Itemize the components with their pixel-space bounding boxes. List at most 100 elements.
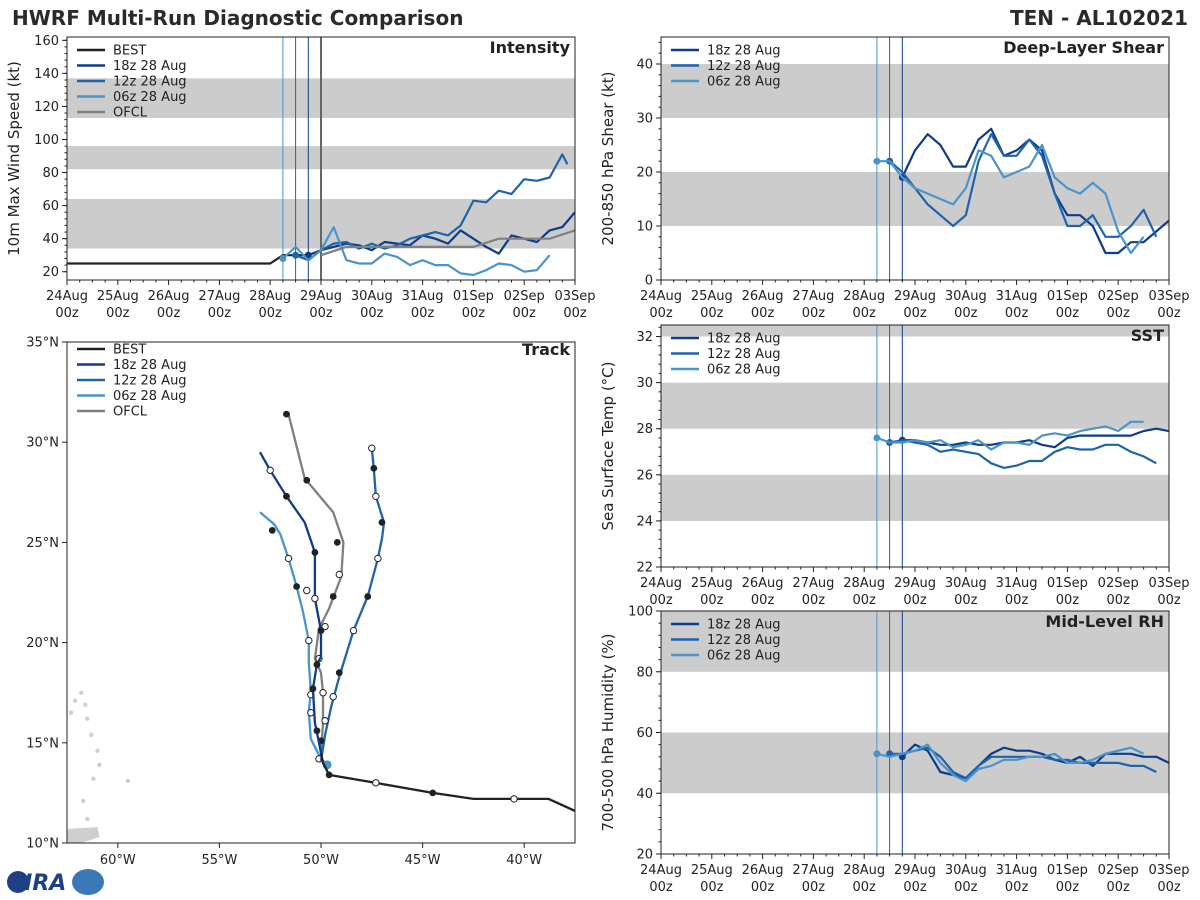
track-series-12z [319,448,386,761]
shear-xtick-label: 29Aug [894,289,936,304]
shear-xtick-sublabel: 00z [802,306,826,321]
sst-xtick-sublabel: 00z [954,593,978,608]
intensity-ylabel: 10m Max Wind Speed (kt) [5,61,23,256]
track-xtick-label: 60°W [100,853,136,868]
shear-xtick-sublabel: 00z [1056,306,1080,321]
track-marker-18z [313,727,321,735]
track-marker-12z [368,444,376,452]
intensity-xtick-sublabel: 00z [309,306,333,321]
shear-legend-label: 18z 28 Aug [707,44,781,59]
shear-xtick-label: 26Aug [742,289,784,304]
track-island [79,690,84,695]
intensity-series-best [67,254,309,265]
track-island [91,776,96,782]
track-xtick-label: 50°W [303,853,339,868]
shear-xtick-label: 27Aug [792,289,834,304]
sst-band-0 [661,474,1169,521]
track-ytick-label: 20°N [26,636,59,651]
intensity-xtick-label: 29Aug [300,289,342,304]
sst-xtick-label: 31Aug [996,576,1038,591]
intensity-xtick-label: 24Aug [46,289,88,304]
track-marker-12z [335,669,343,677]
rh-ylabel: 700-500 hPa Humidity (%) [599,633,617,831]
shear-ylabel: 200-850 hPa Shear (kt) [599,72,617,246]
sst-legend-label: 18z 28 Aug [707,332,781,347]
track-marker-06z [284,554,293,563]
sst-title: SST [1131,326,1164,345]
intensity-ytick-label: 60 [42,199,59,214]
shear-xtick-label: 01Sep [1047,289,1088,304]
rh-ytick-label: 100 [628,605,653,620]
track-marker-best [325,771,333,779]
sst-plot-area [661,325,1169,567]
sst-xtick-sublabel: 00z [751,593,775,608]
intensity-xtick-label: 31Aug [402,289,444,304]
track-island [83,702,88,707]
rh-xtick-sublabel: 00z [700,880,724,895]
track-marker-06z [305,636,313,645]
track-marker-18z [311,549,319,556]
track-marker-ofcl [329,593,337,600]
shear-legend-label: 12z 28 Aug [707,59,781,74]
rh-xtick-label: 02Sep [1098,863,1139,878]
intensity-xtick-sublabel: 00z [360,306,384,321]
logo-emblem-icon [72,869,104,895]
intensity-legend-label: 12z 28 Aug [113,75,187,90]
intensity-start-marker-12z [292,251,300,259]
shear-xtick-label: 03Sep [1148,289,1189,304]
shear-series-06z [876,143,1145,255]
intensity-xtick-sublabel: 00z [513,306,537,321]
track-marker-18z [309,685,317,693]
track-marker-12z [321,717,329,725]
intensity-xtick-sublabel: 00z [106,306,130,321]
sst-band-2 [661,325,1169,337]
intensity-ytick-label: 80 [42,166,59,181]
intensity-xtick-sublabel: 00z [462,306,486,321]
sst-xtick-sublabel: 00z [1107,593,1131,608]
shear-ytick-label: 0 [645,274,653,289]
track-island [89,732,94,737]
intensity-xtick-label: 27Aug [198,289,240,304]
track-marker-12z [364,593,372,600]
rh-xtick-label: 01Sep [1047,863,1088,878]
shear-xtick-sublabel: 00z [954,306,978,321]
rh-xtick-label: 29Aug [894,863,936,878]
rh-start-marker-06z [873,750,881,758]
intensity-series-12z [295,153,569,262]
intensity-ytick-label: 140 [34,67,59,82]
intensity-ytick-label: 20 [42,265,59,280]
intensity-xtick-sublabel: 00z [563,306,587,321]
track-legend-label: 12z 28 Aug [113,374,187,389]
track-ytick-label: 25°N [26,536,59,551]
sst-xtick-sublabel: 00z [1005,593,1029,608]
sst-series-06z [876,420,1144,451]
intensity-start-marker-06z [279,255,287,263]
intensity-legend-label: BEST [113,44,146,59]
rh-xtick-label: 26Aug [742,863,784,878]
sst-xtick-label: 03Sep [1148,576,1189,591]
rh-ytick-label: 80 [636,665,653,680]
shear-ytick-label: 40 [636,58,653,73]
track-marker-ofcl [335,570,343,579]
shear-start-marker-06z [873,157,881,165]
track-legend-label: 06z 28 Aug [113,389,187,404]
shear-legend-label: 06z 28 Aug [707,75,781,90]
track-legend-label: 18z 28 Aug [113,358,187,373]
track-xtick-label: 55°W [201,853,237,868]
sst-xtick-label: 28Aug [843,576,885,591]
track-island [85,716,90,721]
sst-start-marker-06z [873,434,881,442]
intensity-series-ofcl [320,229,575,257]
rh-xtick-sublabel: 00z [1157,880,1181,895]
rh-xtick-sublabel: 00z [649,880,673,895]
storm-id: TEN - AL102021 [1010,6,1188,30]
sst-xtick-label: 26Aug [742,576,784,591]
rh-xtick-label: 03Sep [1148,863,1189,878]
rh-legend-label: 12z 28 Aug [707,633,781,648]
track-marker-18z [317,627,325,634]
rh-xtick-sublabel: 00z [1107,880,1131,895]
sst-xtick-label: 24Aug [640,576,682,591]
track-marker-best [372,779,380,787]
sst-series-12z [889,439,1157,469]
shear-xtick-label: 25Aug [691,289,733,304]
